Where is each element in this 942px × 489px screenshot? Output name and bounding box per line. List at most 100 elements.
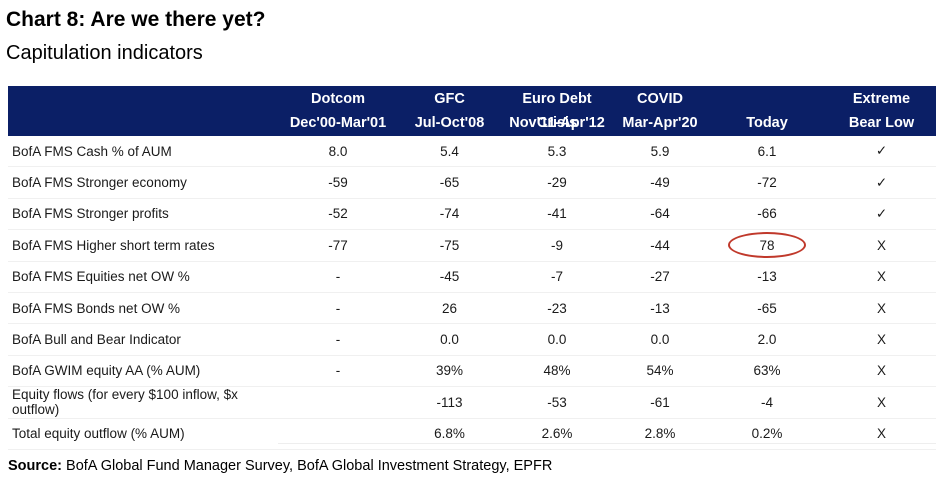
column-header-line1: Extreme — [852, 91, 911, 107]
table-cell: - — [335, 332, 341, 348]
row-label: BofA FMS Equities net OW % — [12, 269, 190, 285]
table-row: BofA FMS Stronger profits -52 -74 -41 -64 -66… — [8, 198, 936, 230]
column-header-2: GFC Jul-Oct'08 — [398, 86, 501, 136]
table-cell: 48% — [543, 363, 571, 379]
table-row: BofA FMS Stronger economy -59 -65 -29 -49 -72… — [8, 167, 936, 199]
table-cell: -74 — [439, 206, 460, 222]
table-cell — [278, 387, 398, 418]
table-cell: 6.8% — [434, 426, 465, 442]
table-cell: ✓ — [875, 174, 888, 190]
table-header: Dotcom Dec'00-Mar'01 GFC Jul-Oct'08 Euro Deb… — [8, 86, 936, 136]
table-cell: -13 — [757, 269, 777, 285]
column-header-4: COVID Mar-Apr'20 — [613, 86, 707, 136]
row-label: BofA GWIM equity AA (% AUM) — [12, 363, 201, 379]
table-cell: 6.1 — [757, 143, 777, 159]
table-row: Total equity outflow (% AUM) 6.8% 2.6% 2.8%… — [8, 418, 936, 450]
table-cell: -44 — [650, 237, 670, 253]
source-note: Source: BofA Global Fund Manager Survey,… — [8, 458, 552, 474]
table-cell: 78 — [707, 230, 827, 261]
table-row: BofA FMS Higher short term rates -77 -75 -9… — [8, 230, 936, 262]
table-cell: X — [876, 332, 886, 348]
table-cell: -72 — [757, 175, 777, 191]
table-cell: -65 — [439, 175, 460, 191]
table-cell: 8.0 — [328, 143, 348, 159]
column-header-line1: Euro Debt Crisis — [522, 91, 592, 131]
column-header-5: Today — [707, 86, 827, 136]
chart-title: Chart 8: Are we there yet? — [6, 8, 266, 31]
column-header-line1 — [707, 87, 827, 111]
column-header-line2: Nov'11-Apr'12 — [509, 115, 605, 131]
table-cell: 39% — [435, 363, 464, 379]
table-cell: X — [876, 394, 886, 410]
column-header-6: Extreme Bear Low — [827, 86, 936, 136]
table-row: BofA FMS Bonds net OW % - 26 -23 -13 -65 X — [8, 292, 936, 324]
column-header-line1: COVID — [637, 91, 683, 107]
table-cell: -64 — [650, 206, 670, 222]
table-cell: ✓ — [875, 143, 888, 159]
table-cell: -59 — [328, 175, 348, 191]
table-cell: -4 — [760, 394, 773, 410]
table-cell: ✓ — [875, 205, 888, 221]
table-cell: 63% — [753, 363, 781, 379]
table-row: Equity flows (for every $100 inflow, $x … — [8, 387, 936, 419]
capitulation-table: Dotcom Dec'00-Mar'01 GFC Jul-Oct'08 Euro Deb… — [8, 86, 936, 450]
column-header-line2: Bear Low — [848, 115, 915, 131]
table-cell: -41 — [547, 206, 567, 222]
source-text: BofA Global Fund Manager Survey, BofA Gl… — [66, 458, 553, 474]
table-cell: 5.3 — [547, 143, 567, 159]
table-cell: 5.4 — [440, 143, 459, 159]
table-cell: 2.8% — [644, 426, 676, 442]
highlight-circle — [728, 232, 806, 259]
table-cell: -13 — [650, 300, 670, 316]
column-header-line2: Today — [746, 115, 788, 131]
column-header-line2: Dec'00-Mar'01 — [289, 115, 387, 131]
column-header-line2 — [8, 111, 278, 135]
table-cell: -23 — [547, 300, 567, 316]
column-header-line2: Jul-Oct'08 — [414, 115, 485, 131]
table-cell: -27 — [650, 269, 670, 285]
table-body: BofA FMS Cash % of AUM 8.0 5.4 5.3 5.9 6.1 ✓ Bo… — [8, 136, 936, 450]
table-row: BofA GWIM equity AA (% AUM) - 39% 48% 54% 63%… — [8, 355, 936, 387]
table-bottom-rule — [278, 443, 936, 444]
table-cell: X — [876, 363, 886, 379]
row-label: BofA FMS Bonds net OW % — [12, 300, 181, 316]
highlighted-value: 78 — [728, 232, 806, 259]
table-row: BofA Bull and Bear Indicator - 0.0 0.0 0.0 2.… — [8, 324, 936, 356]
table-cell: -7 — [550, 269, 563, 285]
table-cell: 0.0 — [440, 332, 459, 348]
table-cell: 0.0 — [650, 332, 670, 348]
table-cell: -66 — [757, 206, 777, 222]
table-cell: 2.6% — [541, 426, 573, 442]
table-cell: 26 — [441, 300, 458, 316]
table-cell: -75 — [439, 237, 460, 253]
column-header-3: Euro Debt Crisis Nov'11-Apr'12 — [501, 86, 613, 136]
table-cell: -77 — [328, 237, 348, 253]
table-cell: - — [335, 363, 341, 379]
table-row: BofA FMS Cash % of AUM 8.0 5.4 5.3 5.9 6.1 ✓ — [8, 136, 936, 167]
table-cell — [278, 418, 398, 449]
table-cell: -45 — [439, 269, 460, 285]
column-header-line1: Dotcom — [311, 91, 365, 107]
table-cell: -65 — [757, 300, 777, 316]
row-label: Total equity outflow (% AUM) — [12, 426, 185, 442]
source-label: Source: — [8, 458, 62, 474]
row-label: Equity flows (for every $100 inflow, $x … — [12, 387, 238, 418]
column-header-line1: GFC — [434, 91, 465, 107]
table-cell: -61 — [650, 394, 670, 410]
table-cell: X — [876, 426, 886, 442]
column-header-line2: Mar-Apr'20 — [622, 115, 698, 131]
row-label: BofA FMS Higher short term rates — [12, 237, 215, 253]
table-cell: X — [876, 269, 886, 285]
table-cell: 54% — [646, 363, 674, 379]
row-label: BofA FMS Stronger profits — [12, 206, 169, 222]
table-cell: X — [876, 300, 886, 316]
table-cell: 5.9 — [650, 143, 670, 159]
table-cell: X — [876, 237, 886, 253]
row-label: BofA FMS Cash % of AUM — [12, 143, 172, 159]
table-cell: - — [335, 300, 341, 316]
table-cell: 0.0 — [547, 332, 567, 348]
table-row: BofA FMS Equities net OW % - -45 -7 -27 -13 X — [8, 261, 936, 293]
row-label: BofA FMS Stronger economy — [12, 175, 187, 191]
table-cell: - — [335, 269, 341, 285]
table-cell: 0.2% — [751, 426, 783, 442]
